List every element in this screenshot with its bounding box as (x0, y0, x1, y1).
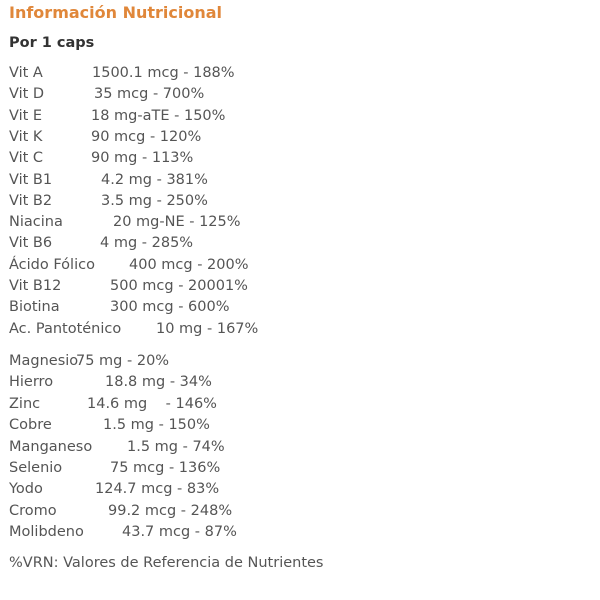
nutrient-value: 1500.1 mcg - 188% (92, 65, 235, 81)
nutrient-name: Ac. Pantoténico (9, 320, 122, 337)
nutrient-value: 90 mcg - 120% (91, 128, 202, 145)
nutrient-value: 20 mg-NE - 125% (113, 214, 241, 231)
nutrient-name: Vit D (9, 86, 45, 103)
nutrient-name: Cobre (9, 417, 52, 434)
nutrient-value: 14.6 mg - 146% (87, 395, 217, 412)
nutrient-value: 1.5 mg - 74% (127, 438, 225, 455)
nutrient-name: Zinc (9, 395, 41, 412)
nutrient-name: Vit B6 (9, 235, 53, 252)
page-title: Información Nutricional (9, 3, 223, 22)
nutrient-value: 3.5 mg - 250% (101, 192, 208, 209)
nutrient-name: Biotina (9, 299, 60, 316)
nutrient-name: Vit B2 (9, 192, 53, 209)
nutrient-name: Cromo (9, 502, 57, 519)
nutrient-value: 500 mcg - 20001% (110, 278, 248, 294)
nutrient-name: Vit B12 (9, 278, 62, 294)
nutrient-value: 1.5 mg - 150% (103, 417, 210, 434)
footnote: %VRN: Valores de Referencia de Nutriente… (9, 555, 324, 571)
nutrient-value: 35 mcg - 700% (94, 86, 205, 103)
nutrient-value: 18 mg-aTE - 150% (91, 107, 226, 124)
nutrient-name: Selenio (9, 460, 63, 476)
nutrient-name: Manganeso (9, 438, 93, 455)
nutrient-name: Vit K (9, 128, 43, 145)
nutrient-value: 400 mcg - 200% (129, 256, 249, 273)
nutrient-value: 124.7 mcg - 83% (95, 481, 220, 498)
nutrient-name: Vit C (9, 150, 44, 167)
nutrient-name: Ácido Fólico (9, 256, 95, 273)
nutrient-value: 90 mg - 113% (91, 150, 194, 167)
nutrient-name: Hierro (9, 374, 54, 391)
serving-size: Por 1 caps (9, 35, 95, 51)
nutrient-value: 4.2 mg - 381% (101, 171, 208, 188)
nutrient-value: 75 mcg - 136% (110, 460, 221, 476)
nutrient-value: 75 mg - 20% (76, 353, 170, 369)
nutrient-name: Yodo (9, 481, 43, 498)
nutrient-value: 300 mcg - 600% (110, 299, 230, 316)
nutrient-value: 10 mg - 167% (156, 320, 259, 337)
nutrient-value: 4 mg - 285% (100, 235, 194, 252)
nutrient-name: Vit B1 (9, 171, 53, 188)
nutrient-name: Vit A (9, 65, 43, 81)
nutrient-name: Vit E (9, 107, 43, 124)
nutrient-value: 99.2 mcg - 248% (108, 502, 233, 519)
nutrient-name: Molibdeno (9, 524, 84, 541)
nutrient-value: 43.7 mcg - 87% (122, 524, 237, 541)
nutrient-name: Niacina (9, 214, 63, 231)
nutrient-name: Magnesio (9, 353, 79, 369)
nutrient-value: 18.8 mg - 34% (105, 374, 212, 391)
